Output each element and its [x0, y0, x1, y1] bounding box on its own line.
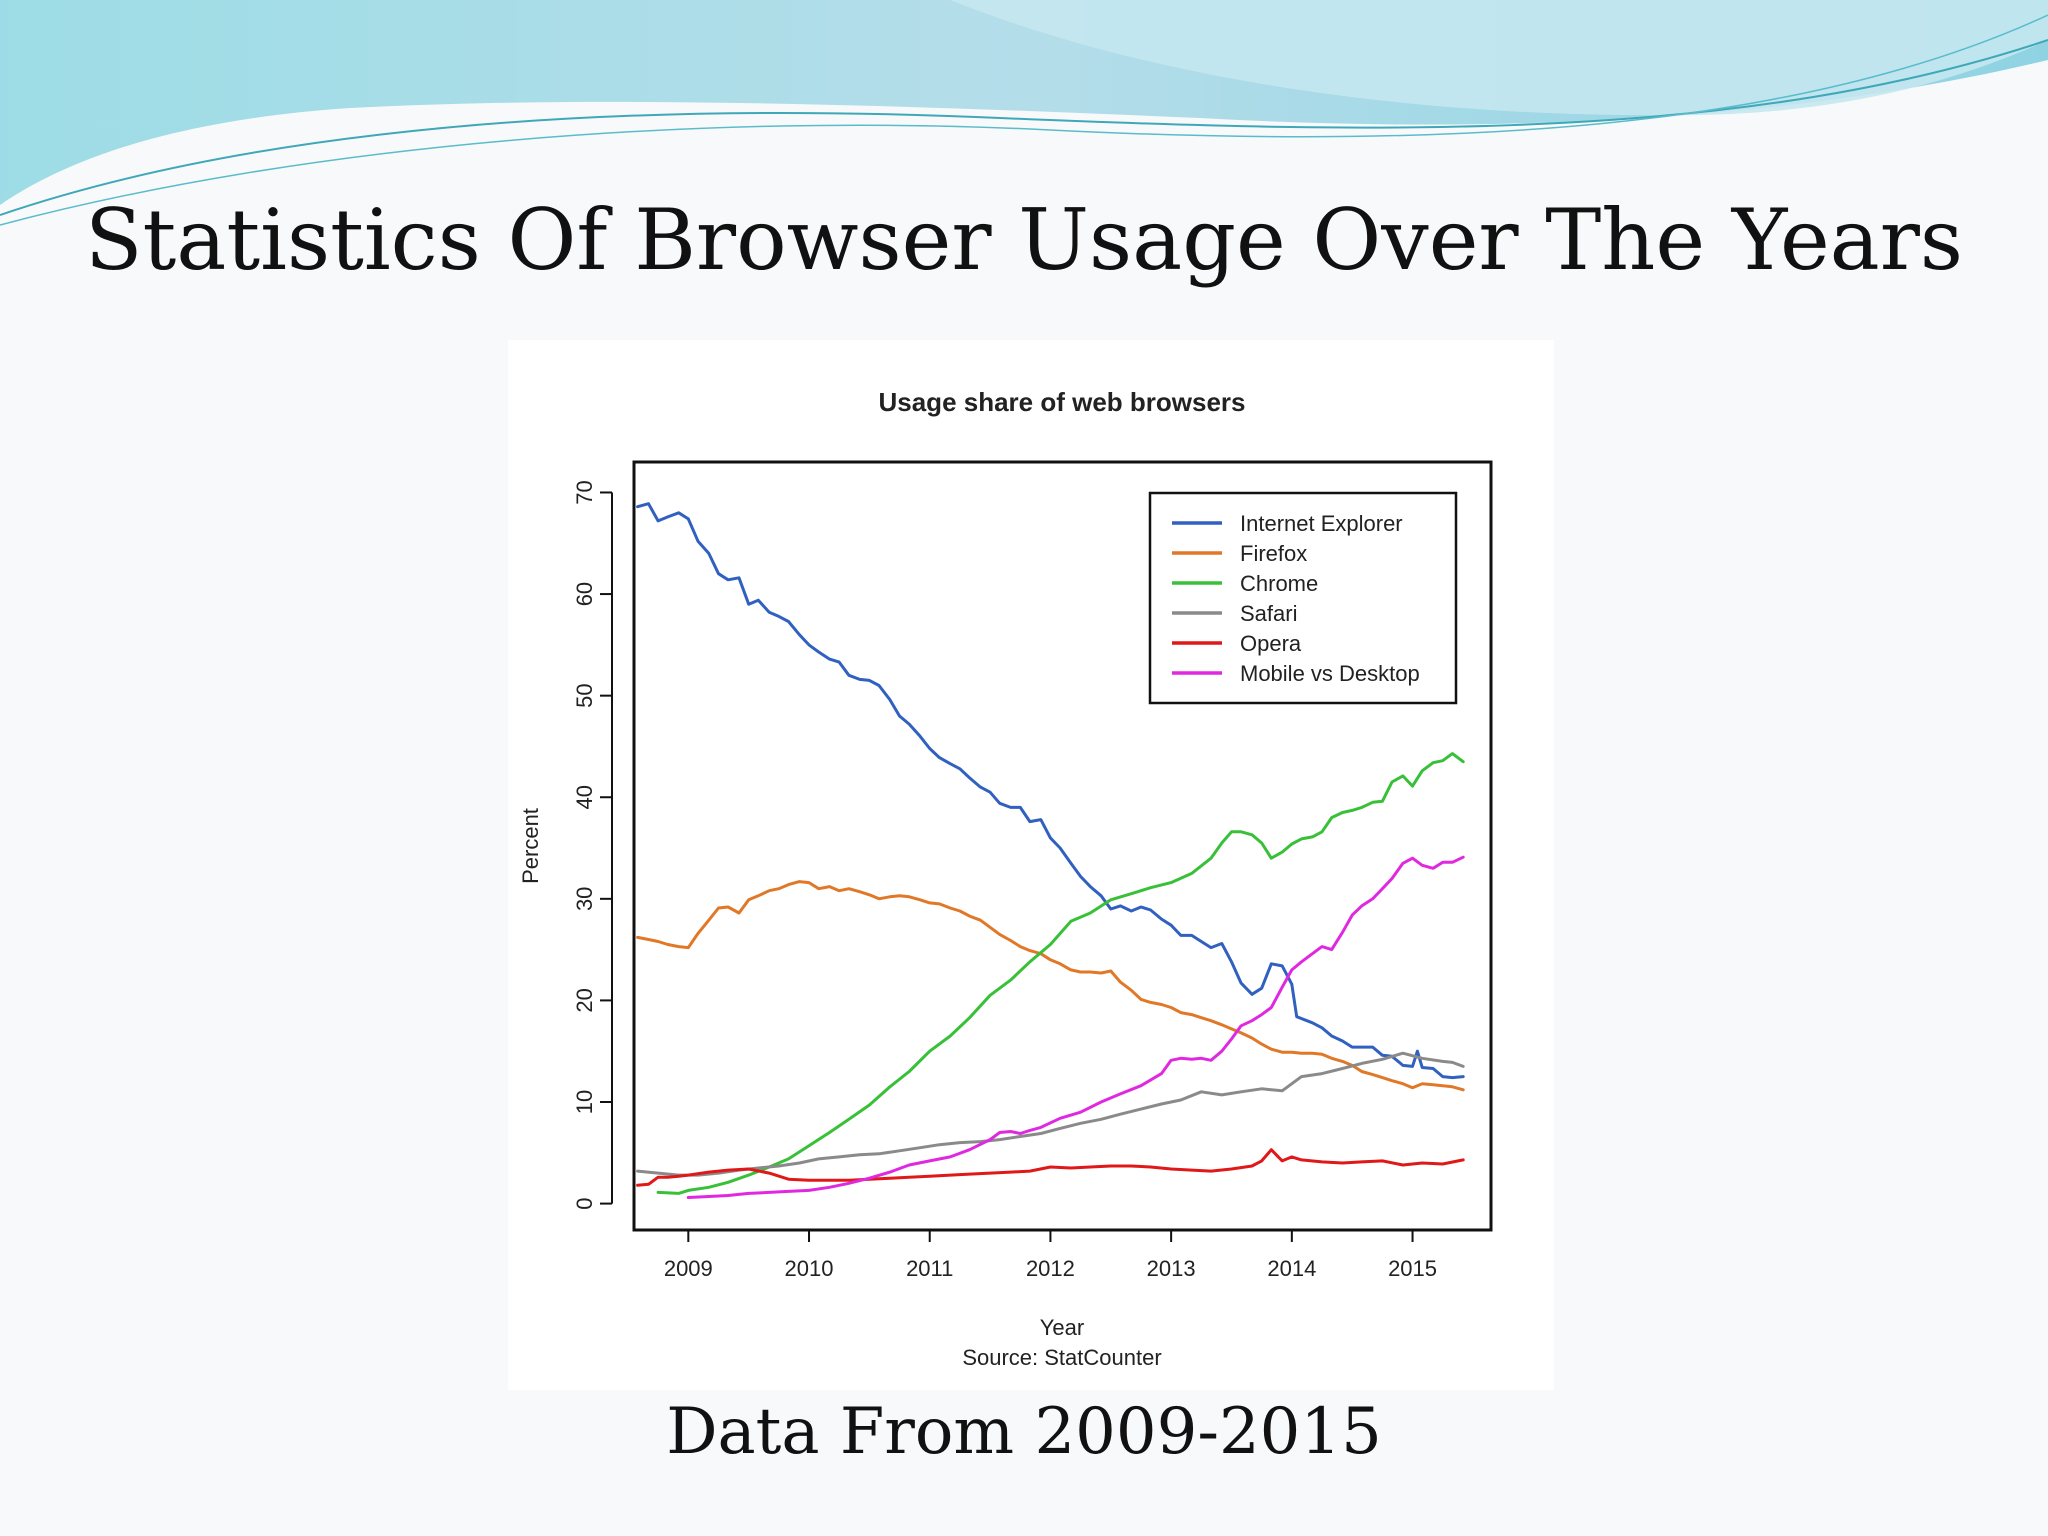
x-tick-label: 2012 — [1026, 1256, 1075, 1281]
x-axis-label: Year — [1040, 1315, 1084, 1340]
series-line-firefox — [636, 880, 1465, 1092]
series-line-safari — [636, 1051, 1465, 1177]
y-axis-label: Percent — [518, 808, 543, 884]
legend-label: Opera — [1240, 631, 1302, 656]
series-line-chrome — [656, 752, 1465, 1195]
legend-label: Firefox — [1240, 541, 1307, 566]
legend-label: Mobile vs Desktop — [1240, 661, 1420, 686]
series-lines — [636, 502, 1465, 1199]
x-tick-label: 2015 — [1388, 1256, 1437, 1281]
browser-usage-chart: Usage share of web browsers 0 10 20 30 40 50 6… — [518, 387, 1493, 1370]
x-tick-label: 2014 — [1267, 1256, 1316, 1281]
series-line-mobile-vs-desktop — [686, 855, 1465, 1199]
series-line-opera — [636, 1148, 1465, 1187]
y-tick-label: 30 — [572, 887, 597, 911]
x-tick-label: 2013 — [1147, 1256, 1196, 1281]
y-tick-label: 60 — [572, 582, 597, 606]
y-tick-label: 50 — [572, 683, 597, 707]
chart-legend: Internet Explorer Firefox Chrome Safari Oper… — [1148, 491, 1458, 705]
y-tick-label: 20 — [572, 988, 597, 1012]
legend-label: Internet Explorer — [1240, 511, 1403, 536]
header-wave-line-2 — [0, 14, 2048, 226]
chart-source: Source: StatCounter — [962, 1345, 1161, 1370]
y-tick-label: 10 — [572, 1090, 597, 1114]
y-tick-label: 40 — [572, 785, 597, 809]
y-tick-label: 0 — [572, 1197, 597, 1209]
header-wave-highlight — [950, 0, 2048, 116]
x-tick-label: 2011 — [906, 1256, 953, 1281]
x-tick-label: 2010 — [785, 1256, 834, 1281]
x-axis: 2009 2010 2011 2012 2013 2014 2015 — [664, 1229, 1437, 1281]
legend-label: Chrome — [1240, 571, 1318, 596]
x-tick-label: 2009 — [664, 1256, 713, 1281]
header-wave-line-1 — [0, 39, 2048, 216]
series-line-internet-explorer — [636, 502, 1465, 1080]
slide-title: Statistics Of Browser Usage Over The Yea… — [84, 191, 1964, 289]
y-axis: 0 10 20 30 40 50 60 70 — [572, 480, 613, 1210]
y-tick-label: 70 — [572, 480, 597, 504]
legend-label: Safari — [1240, 601, 1297, 626]
chart-title: Usage share of web browsers — [878, 387, 1245, 417]
slide-footer: Data From 2009-2015 — [666, 1395, 1382, 1469]
legend-box — [1148, 491, 1458, 705]
